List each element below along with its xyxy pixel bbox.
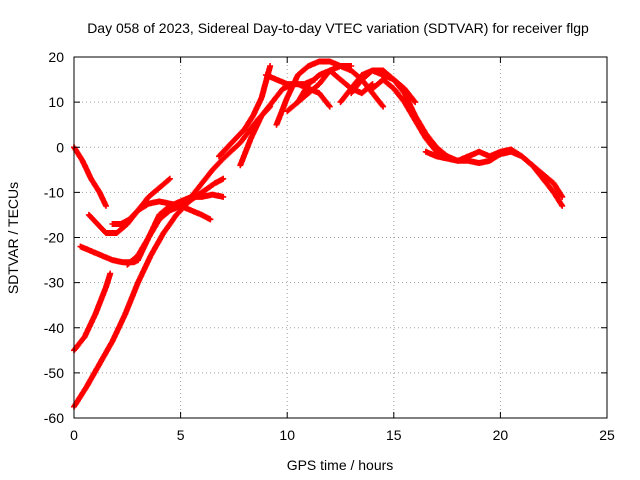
chart-title: Day 058 of 2023, Sidereal Day-to-day VTE… (87, 20, 589, 36)
x-axis-label: GPS time / hours (287, 457, 394, 473)
data-series (369, 76, 566, 209)
x-tick-label: 15 (386, 427, 402, 443)
x-tick-label: 0 (70, 427, 78, 443)
data-series (71, 144, 109, 209)
ticks: 0 5 10 15 20 25 -60 -50 -40 -30 -20 -10 0 10 20 (44, 49, 615, 443)
data-series (422, 146, 566, 200)
data-series (135, 191, 227, 264)
data-marker-track (85, 175, 173, 236)
y-tick-label: 0 (56, 139, 64, 155)
y-tick-label: 20 (48, 49, 64, 65)
y-tick-label: -10 (44, 184, 64, 200)
data-series (85, 175, 173, 236)
y-tick-label: -40 (44, 320, 64, 336)
y-tick-label: -60 (44, 410, 64, 426)
y-tick-label: -20 (44, 230, 64, 246)
data-marker-track (71, 144, 109, 209)
x-tick-label: 10 (279, 427, 295, 443)
y-axis-label: SDTVAR / TECUs (5, 182, 21, 294)
x-tick-label: 5 (177, 427, 185, 443)
data-marker-track (71, 175, 227, 410)
y-tick-label: -30 (44, 275, 64, 291)
y-tick-label: -50 (44, 365, 64, 381)
grid (74, 57, 607, 418)
plot-frame (73, 56, 608, 419)
x-tick-label: 25 (599, 427, 615, 443)
data-layer (71, 58, 566, 410)
data-marker-track (369, 76, 566, 209)
y-tick-label: 10 (48, 94, 64, 110)
x-tick-label: 20 (493, 427, 509, 443)
data-series (71, 175, 227, 410)
